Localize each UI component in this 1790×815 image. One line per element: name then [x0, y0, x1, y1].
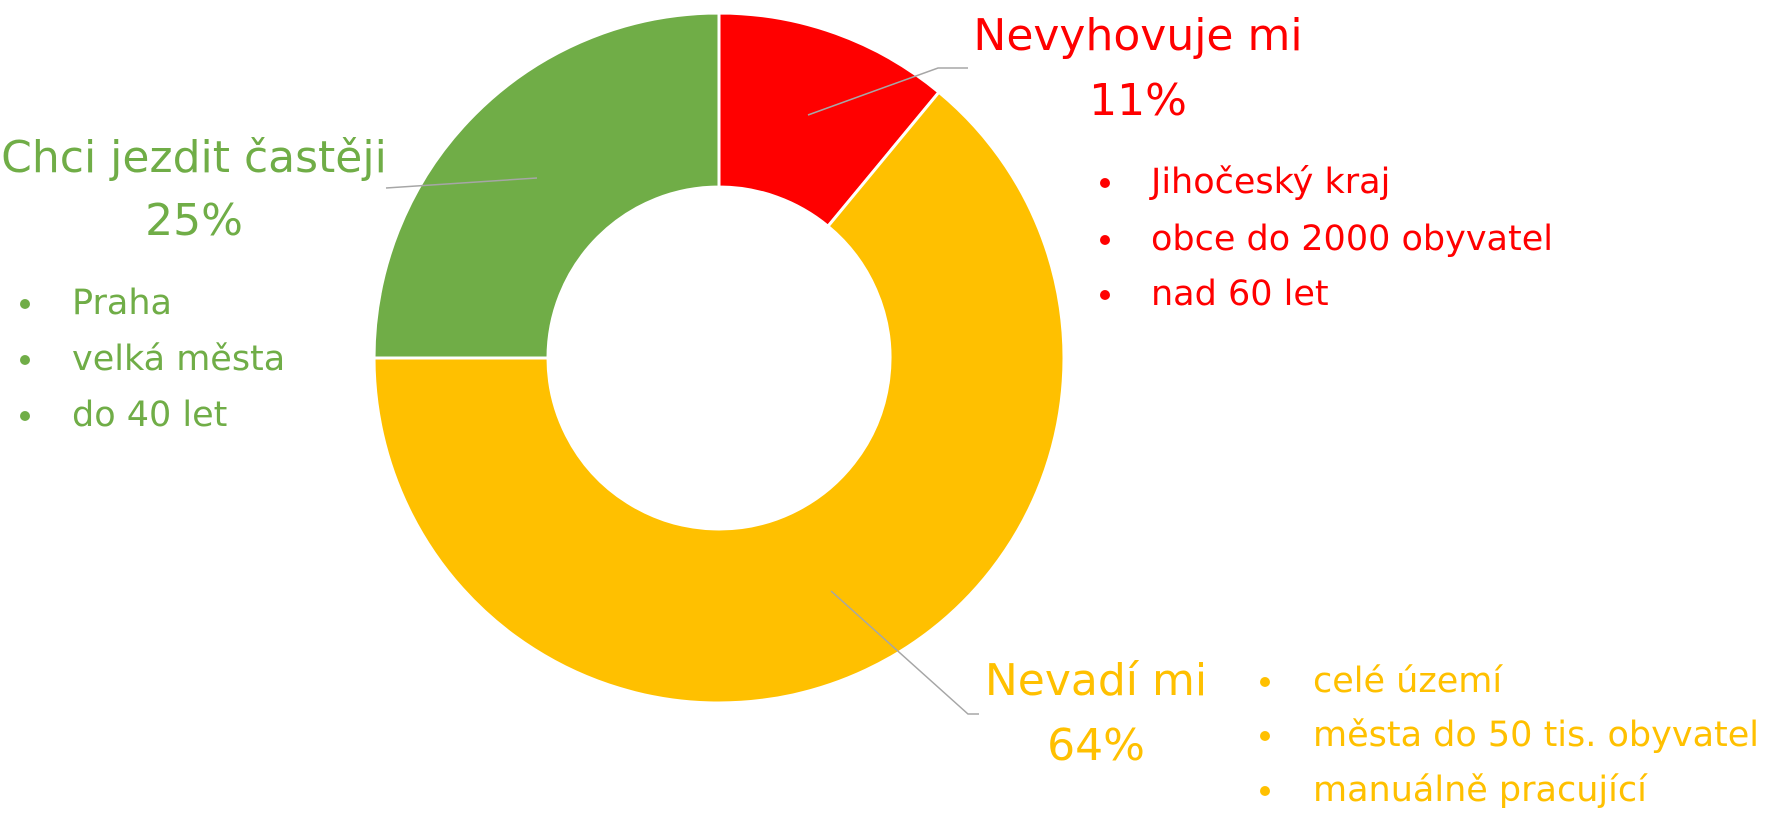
value-label: 25%	[145, 195, 243, 246]
slice	[372, 90, 1066, 705]
detail-text: Jihočeský kraj	[1149, 162, 1390, 202]
category-label: Nevyhovuje mi	[973, 10, 1302, 61]
leader-line	[807, 67, 968, 116]
slices	[372, 11, 1066, 705]
bullet	[20, 411, 30, 421]
slice	[372, 11, 721, 360]
bullet	[1260, 677, 1270, 687]
bullet	[1100, 290, 1110, 300]
labels: Nevyhovuje mi 11% Jihočeský kraj obce do 20…	[1, 10, 1759, 810]
category-label: Chci jezdit častěji	[1, 132, 387, 183]
detail-text: města do 50 tis. obyvatel	[1313, 715, 1759, 755]
detail-text: do 40 let	[72, 395, 227, 435]
bullet	[20, 355, 30, 365]
value-label: 64%	[1047, 720, 1145, 771]
bullet	[1260, 731, 1270, 741]
bullet	[1100, 235, 1110, 245]
bullet	[1260, 786, 1270, 796]
detail-text: obce do 2000 obyvatel	[1151, 219, 1553, 259]
detail-text: manuálně pracující	[1313, 770, 1648, 810]
category-label: Nevadí mi	[985, 655, 1207, 706]
detail-text: celé území	[1313, 661, 1503, 701]
bullet	[1100, 178, 1110, 188]
bullet	[20, 299, 30, 309]
leader-line	[830, 590, 979, 715]
leader-line	[385, 177, 538, 189]
value-label: 11%	[1089, 75, 1187, 126]
detail-text: Praha	[72, 283, 172, 323]
detail-text: nad 60 let	[1151, 274, 1329, 314]
slice	[717, 11, 942, 229]
detail-text: velká města	[72, 339, 285, 379]
